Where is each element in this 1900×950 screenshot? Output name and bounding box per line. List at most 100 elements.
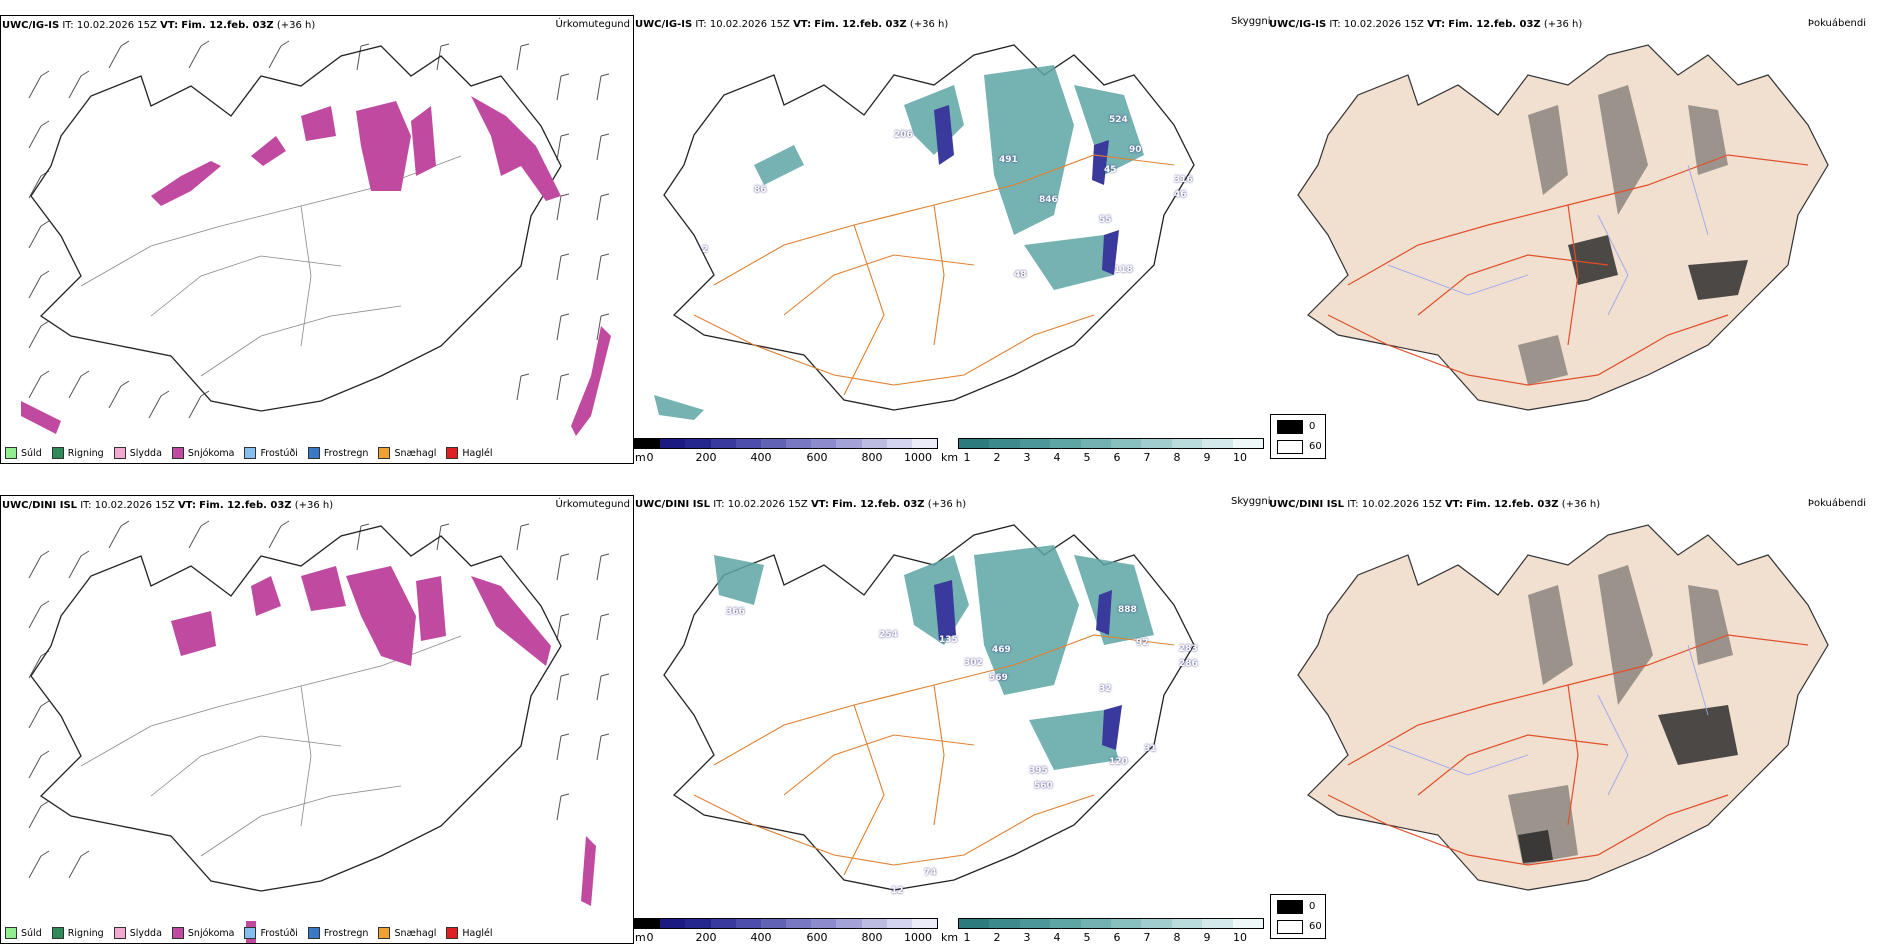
legend-swatch — [113, 447, 126, 459]
visibility-value-label: 560 — [1034, 781, 1053, 791]
legend-swatch — [244, 927, 257, 939]
precip-type-legend: Súld Rigning Slydda Snjókoma Frostúði Fr… — [5, 927, 493, 939]
fog-map — [1297, 44, 1829, 411]
rivers — [1387, 644, 1709, 796]
legend-swatch — [51, 927, 64, 939]
legend-swatch — [378, 927, 391, 939]
colorbar-tick: 6 — [1113, 451, 1121, 464]
legend-item: Slydda — [113, 927, 162, 939]
colorbar-tick: 1000 — [904, 451, 932, 464]
visibility-value-label: 888 — [1118, 605, 1137, 615]
colorbar-tick: 400 — [750, 451, 772, 464]
colorbar-tick: 10 — [1233, 931, 1247, 944]
low-visibility-areas — [934, 105, 1119, 275]
iceland-outline — [663, 44, 1195, 411]
legend-swatch — [171, 927, 184, 939]
colorbar-tick: 0 — [646, 451, 654, 464]
panel-header: UWC/IG-IS IT: 10.02.2026 15Z VT: Fim. 12… — [2, 20, 316, 31]
legend-item: Frostúði — [244, 447, 298, 459]
visibility-value-label: 283 — [1179, 644, 1198, 654]
fog-core — [1518, 705, 1738, 863]
colorbar-tick: 600 — [806, 931, 828, 944]
legend-swatch — [307, 447, 320, 459]
legend-swatch — [51, 447, 64, 459]
colorbar-tick: 1 — [963, 931, 971, 944]
visibility-value-label: 569 — [989, 673, 1008, 683]
fog-legend-low: 60 — [1309, 441, 1322, 452]
legend-item: Rigning — [51, 447, 104, 459]
colorbar-km — [958, 438, 1264, 449]
colorbar-tick: 5 — [1083, 451, 1091, 464]
panel-title: Þokuábendi — [1807, 498, 1866, 509]
visibility-value-label: 118 — [1114, 265, 1133, 275]
legend-swatch — [113, 927, 126, 939]
visibility-value-label: 254 — [879, 630, 898, 640]
colorbar-tick: 8 — [1173, 931, 1181, 944]
visibility-value-label: 32 — [1099, 684, 1112, 694]
colorbar-tick: 1 — [963, 451, 971, 464]
legend-item: Frostúði — [244, 927, 298, 939]
visibility-value-label: 31 — [1144, 744, 1157, 754]
colorbar-km-unit: km — [941, 451, 959, 464]
colorbar-m-unit: m — [635, 931, 646, 944]
legend-item: Súld — [5, 447, 42, 459]
colorbar-tick: 5 — [1083, 931, 1091, 944]
fog-legend-low-swatch — [1277, 920, 1303, 934]
visibility-panel-ig: UWC/IG-IS IT: 10.02.2026 15Z VT: Fim. 12… — [634, 15, 1326, 464]
low-visibility-areas — [934, 580, 1122, 750]
visibility-value-label: 46 — [1174, 190, 1187, 200]
wind-barbs — [28, 520, 610, 879]
precip-type-panel-dini: UWC/DINI ISL IT: 10.02.2026 15Z VT: Fim.… — [0, 495, 634, 944]
fog-map — [1297, 524, 1829, 891]
colorbar-tick: 4 — [1053, 451, 1061, 464]
iceland-outline — [30, 525, 562, 892]
colorbar-tick: 7 — [1143, 931, 1151, 944]
legend-item: Rigning — [51, 927, 104, 939]
fog-legend-high: 0 — [1309, 421, 1316, 432]
fog-panel-dini: UWC/DINI ISL IT: 10.02.2026 15Z VT: Fim.… — [1268, 495, 1900, 925]
colorbar-tick: 10 — [1233, 451, 1247, 464]
fog-panel-ig: UWC/IG-IS IT: 10.02.2026 15Z VT: Fim. 12… — [1268, 15, 1900, 445]
visibility-value-label: 12 — [891, 886, 904, 896]
visibility-map — [663, 524, 1195, 891]
legend-swatch — [307, 927, 320, 939]
colorbar-tick: 9 — [1203, 451, 1211, 464]
colorbar-tick: 1000 — [904, 931, 932, 944]
visibility-panel-dini: UWC/DINI ISL IT: 10.02.2026 15Z VT: Fim.… — [634, 495, 1326, 944]
panel-title: Þokuábendi — [1807, 18, 1866, 29]
colorbar-tick: 3 — [1023, 451, 1031, 464]
legend-swatch — [244, 447, 257, 459]
legend-item: Súld — [5, 927, 42, 939]
colorbar-tick: 2 — [993, 451, 1001, 464]
visibility-value-label: 45 — [1104, 165, 1117, 175]
visibility-value-label: 286 — [1179, 659, 1198, 669]
colorbar-tick: 6 — [1113, 931, 1121, 944]
visibility-value-labels: 206 491 524 90 316 846 45 46 55 86 48 118 2 — [634, 15, 1264, 445]
colorbar-tick: 4 — [1053, 931, 1061, 944]
panel-header: UWC/DINI ISL IT: 10.02.2026 15Z VT: Fim.… — [1269, 499, 1601, 510]
fog-shading — [1508, 565, 1733, 865]
fog-legend-high: 0 — [1309, 901, 1316, 912]
colorbar-tick: 400 — [750, 931, 772, 944]
panel-header: UWC/DINI ISL IT: 10.02.2026 15Z VT: Fim.… — [635, 499, 967, 510]
colorbar-tick: 9 — [1203, 931, 1211, 944]
legend-item: Snæhagl — [378, 927, 436, 939]
colorbar-tick: 7 — [1143, 451, 1151, 464]
roads — [693, 154, 1175, 396]
colorbar-tick: 2 — [993, 931, 1001, 944]
fog-core — [1568, 235, 1748, 300]
panel-header: UWC/DINI ISL IT: 10.02.2026 15Z VT: Fim.… — [2, 500, 334, 511]
visibility-value-label: 135 — [939, 635, 958, 645]
panel-title: Úrkomutegund — [555, 19, 630, 30]
legend-swatch — [446, 447, 459, 459]
colorbar-m — [634, 918, 938, 929]
precip-map — [21, 40, 611, 436]
colorbar-tick: 800 — [861, 931, 883, 944]
roads — [1327, 634, 1809, 866]
visibility-value-label: 846 — [1039, 195, 1058, 205]
visibility-value-label: 316 — [1174, 175, 1193, 185]
fog-legend-low: 60 — [1309, 921, 1322, 932]
fog-legend: 0 60 — [1270, 894, 1326, 939]
visibility-value-label: 395 — [1029, 766, 1048, 776]
legend-swatch — [378, 447, 391, 459]
